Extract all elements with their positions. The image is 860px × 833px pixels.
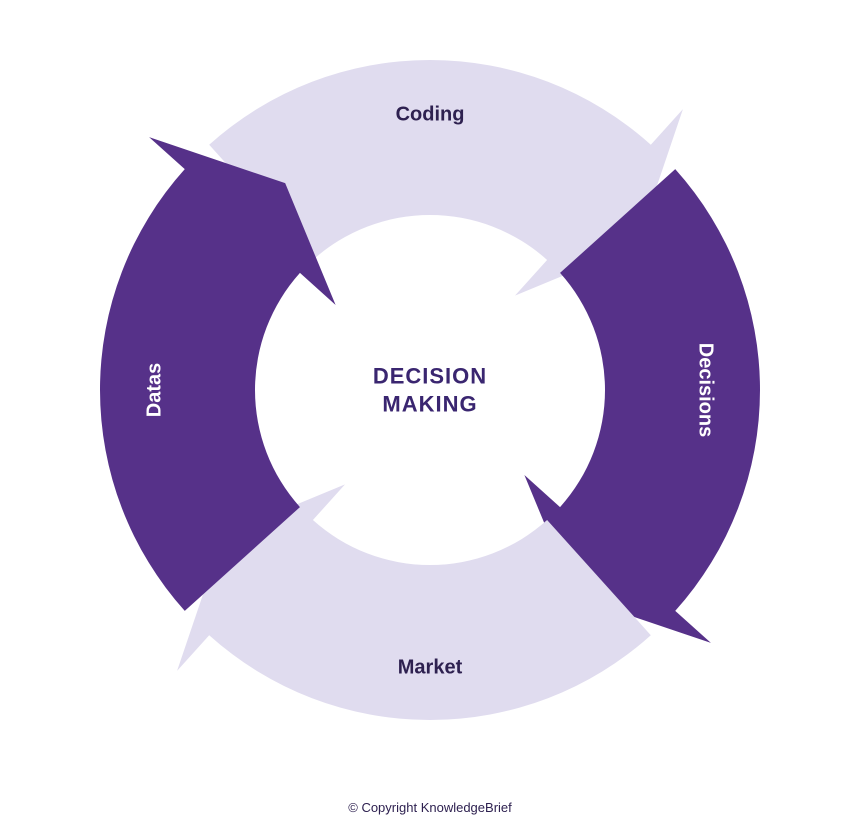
segment-label-coding: Coding <box>396 104 465 127</box>
copyright-text: © Copyright KnowledgeBrief <box>348 800 512 815</box>
segment-label-market: Market <box>398 657 462 680</box>
segment-label-datas: Datas <box>144 363 167 417</box>
center-title-line2: MAKING <box>373 390 487 418</box>
segment-label-decisions: Decisions <box>694 343 717 437</box>
center-title: DECISION MAKING <box>373 363 487 418</box>
center-title-line1: DECISION <box>373 363 487 391</box>
cycle-diagram: DECISION MAKING Coding Decisions Market … <box>0 0 860 833</box>
